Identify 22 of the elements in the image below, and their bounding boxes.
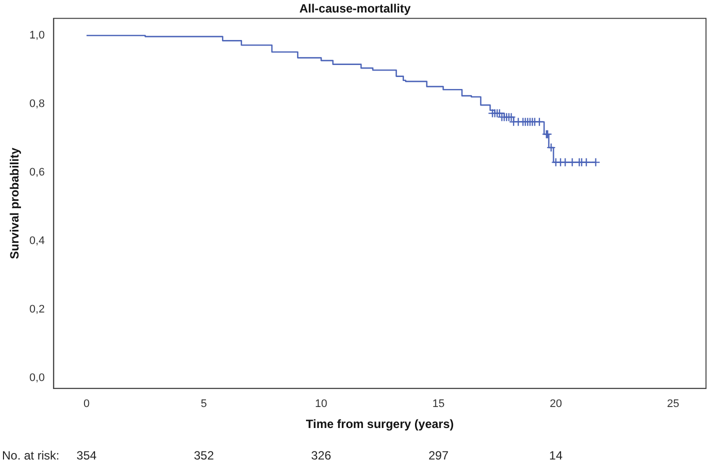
y-tick-label: 0,8 [29, 98, 45, 110]
y-tick-label: 0,2 [29, 304, 45, 316]
point [546, 142, 556, 152]
y-tick-label: 0,6 [29, 166, 45, 179]
text: 326 [311, 448, 332, 462]
y-tick-label: 0,0 [29, 372, 45, 384]
text: No. at risk: [2, 448, 60, 462]
x-axis-title: Time from surgery (years) [306, 417, 454, 432]
x-tick-label: 25 [667, 398, 680, 410]
x-tick-label: 20 [550, 398, 562, 410]
text: 297 [428, 448, 449, 462]
x-tick-label: 5 [200, 398, 207, 410]
x-tick-label: 10 [315, 398, 328, 410]
text: 354 [76, 448, 97, 462]
chart-title: All-cause-mortallity [299, 2, 411, 16]
x-tick-label: 0 [83, 398, 90, 410]
y-tick-label: 0,4 [29, 235, 45, 248]
text: 352 [194, 448, 214, 462]
y-tick-label: 1,0 [29, 30, 45, 42]
text: 14 [549, 448, 563, 462]
x-tick-label: 15 [432, 398, 445, 410]
y-axis-title: Survival probability [8, 147, 22, 260]
